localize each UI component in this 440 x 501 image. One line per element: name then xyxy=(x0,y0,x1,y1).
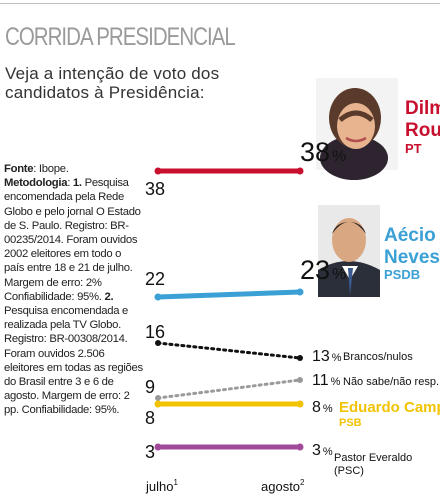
label-brancos-agosto: 13% xyxy=(312,348,342,365)
label-dilma-agosto: 38% xyxy=(300,137,346,167)
series-line-aecio xyxy=(155,289,303,300)
top-rule xyxy=(0,3,440,4)
x-tick-sup: 1 xyxy=(173,478,178,487)
label-everaldo-julho: 3 xyxy=(145,442,155,462)
subtitle-line-1: Veja a intenção de voto dos xyxy=(5,64,220,83)
legend-aecio-line1: Aécio xyxy=(384,225,436,246)
legend-dilma-line2: Rousseff xyxy=(405,120,440,141)
label-campos-julho: 8 xyxy=(145,408,155,428)
label-brancos-julho: 16 xyxy=(145,322,165,342)
percent-sign: % xyxy=(332,266,346,283)
label-dilma-julho: 38 xyxy=(145,179,165,199)
page-title: CORRIDA PRESIDENCIAL xyxy=(5,23,236,51)
method-item-1-text: Pesquisa encomendada pela Rede Globo e p… xyxy=(4,177,141,303)
value-brancos-agosto: 13 xyxy=(312,348,330,365)
point-naosabe-agosto xyxy=(297,377,303,383)
series-everaldo: 3 3% xyxy=(145,442,333,462)
method-item-2-text: Pesquisa encomendada e realizada pela TV… xyxy=(4,305,143,417)
series-brancos: 16 13% xyxy=(145,322,342,365)
legend-aecio-line2: Neves xyxy=(384,247,440,268)
method-colon: : xyxy=(67,177,73,190)
legend-brancos: Brancos/nulos xyxy=(343,351,413,363)
value-campos-agosto: 8 xyxy=(312,399,321,416)
source-note: Fonte: Ibope. Metodologia: 1. Pesquisa e… xyxy=(4,162,144,418)
aecio-photo xyxy=(318,205,380,297)
method-item-1-num: 1. xyxy=(72,177,82,190)
point-brancos-julho xyxy=(155,340,161,346)
source-label: Fonte xyxy=(4,163,34,175)
series-aecio: 22 23% xyxy=(145,255,346,301)
label-campos-agosto: 8% xyxy=(312,399,333,416)
series-line-naosabe xyxy=(156,378,302,400)
point-dilma-agosto xyxy=(296,167,304,175)
value-aecio-agosto: 23 xyxy=(300,255,330,285)
series-campos: 88% xyxy=(145,399,333,428)
percent-sign: % xyxy=(323,446,333,458)
value-everaldo-agosto: 3 xyxy=(312,442,321,459)
value-naosabe-agosto: 11 xyxy=(312,372,329,389)
value-dilma-agosto: 38 xyxy=(300,137,330,167)
x-axis: julho1 agosto2 xyxy=(145,478,305,494)
label-aecio-julho: 22 xyxy=(145,269,165,289)
legend-aecio-party: PSDB xyxy=(384,267,420,282)
point-aecio-agosto xyxy=(296,288,304,296)
legend-naosabe: Não sabe/não resp. xyxy=(343,376,439,388)
dilma-photo xyxy=(316,78,398,180)
subtitle: Veja a intenção de voto dos candidatos à… xyxy=(5,64,219,102)
series-line-brancos xyxy=(156,341,302,360)
x-tick-label-agosto: agosto2 xyxy=(261,478,305,494)
label-aecio-agosto: 23% xyxy=(300,255,346,285)
label-naosabe-agosto: 11% xyxy=(312,372,341,389)
percent-sign: % xyxy=(323,403,333,415)
x-tick-label-julho: julho1 xyxy=(145,478,178,494)
legend-campos: Eduardo Campos xyxy=(339,399,440,416)
point-dilma-julho xyxy=(154,167,162,175)
point-campos-agosto xyxy=(296,400,304,408)
method-label: Metodologia xyxy=(4,177,68,190)
method-item-2-num: 2. xyxy=(104,290,114,303)
subtitle-line-2: candidatos à Presidência: xyxy=(5,83,205,102)
point-naosabe-julho xyxy=(155,395,161,401)
label-everaldo-agosto: 3% xyxy=(312,442,333,459)
series-naosabe: 9 11% xyxy=(145,372,341,401)
point-everaldo-julho xyxy=(154,443,162,451)
point-aecio-julho xyxy=(154,293,162,301)
x-tick-sup: 2 xyxy=(300,478,305,487)
point-campos-julho xyxy=(154,400,162,408)
label-naosabe-julho: 9 xyxy=(145,377,155,397)
point-brancos-agosto xyxy=(297,355,303,361)
percent-sign: % xyxy=(332,148,346,165)
legend-campos-party: PSB xyxy=(339,417,362,429)
legend-everaldo-line2: (PSC) xyxy=(334,465,364,477)
legend-dilma-party: PT xyxy=(405,141,422,156)
legend-dilma-line1: Dilma xyxy=(405,98,440,119)
legend-everaldo-line1: Pastor Everaldo xyxy=(334,452,412,464)
percent-sign: % xyxy=(332,352,342,364)
percent-sign: % xyxy=(331,376,341,388)
source-text: : Ibope. xyxy=(33,163,69,175)
point-everaldo-agosto xyxy=(296,443,304,451)
